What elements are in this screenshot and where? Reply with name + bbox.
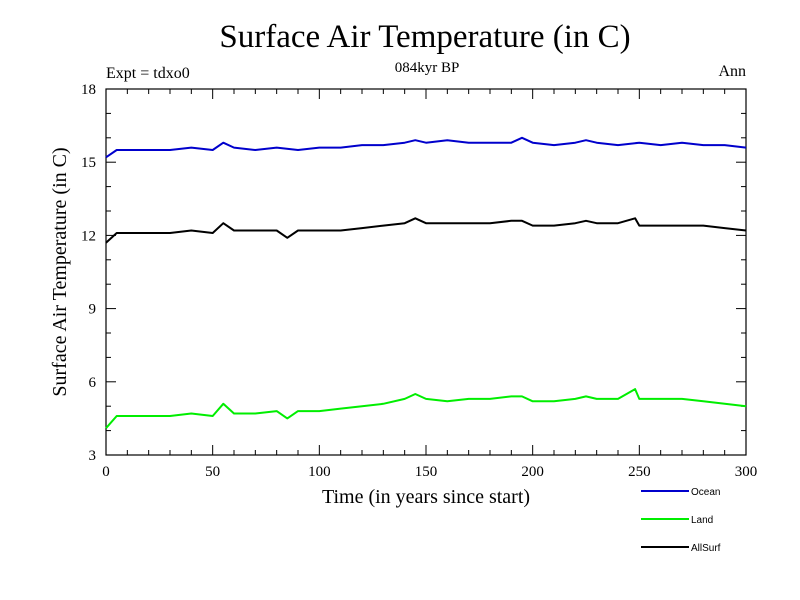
y-tick-labels: 3 6 9 12 15 18 — [81, 82, 97, 464]
series-lines — [105, 136, 747, 429]
chart-title: Surface Air Temperature (in C) — [219, 19, 630, 55]
legend: Ocean Land AllSurf — [641, 487, 721, 554]
x-tick-label: 100 — [308, 464, 331, 480]
series-line-ocean — [105, 136, 747, 159]
x-tick-label: 50 — [205, 464, 220, 480]
y-tick-label: 12 — [81, 228, 96, 244]
axis-ticks — [105, 88, 747, 456]
x-axis-label: Time (in years since start) — [322, 486, 530, 508]
y-tick-label: 6 — [89, 375, 97, 391]
y-tick-label: 18 — [81, 82, 96, 98]
x-tick-label: 0 — [102, 464, 110, 480]
series-line-allsurf — [105, 217, 747, 244]
y-tick-label: 3 — [89, 448, 97, 464]
season-label: Ann — [718, 63, 746, 80]
legend-label-ocean: Ocean — [691, 487, 720, 498]
y-tick-label: 15 — [81, 155, 96, 171]
x-tick-label: 250 — [628, 464, 651, 480]
chart-subtitle: 084kyr BP — [395, 60, 460, 76]
legend-label-allsurf: AllSurf — [691, 543, 721, 554]
x-tick-labels: 0 50 100 150 200 250 300 — [102, 464, 757, 480]
y-tick-label: 9 — [89, 302, 97, 318]
y-axis-label: Surface Air Temperature (in C) — [49, 147, 71, 396]
x-tick-label: 200 — [521, 464, 544, 480]
x-tick-label: 300 — [735, 464, 758, 480]
series-line-land — [105, 388, 747, 429]
experiment-label: Expt = tdxo0 — [106, 65, 190, 82]
legend-label-land: Land — [691, 515, 713, 526]
x-tick-label: 150 — [415, 464, 438, 480]
